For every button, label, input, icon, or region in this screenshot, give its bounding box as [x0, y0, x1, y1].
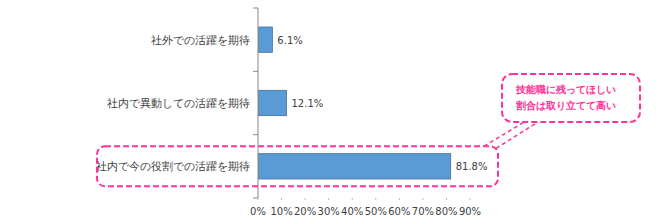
tick-label: 90%	[459, 206, 481, 217]
tick-label: 80%	[435, 206, 457, 217]
bar	[258, 90, 287, 115]
category-tick	[253, 71, 258, 72]
tick-mark	[258, 198, 259, 200]
tick-label: 10%	[270, 206, 292, 217]
category-tick	[253, 198, 258, 199]
highlight-box	[97, 146, 498, 186]
chart: 0% 10%20%30%40%50%60%70%80%90% 社外での活躍を期待 6.…	[0, 0, 670, 224]
tick-mark	[422, 198, 423, 200]
data-label: 12.1%	[292, 98, 324, 109]
category-label: 社内で異動しての活躍を期待	[107, 97, 250, 110]
annotation-text: 割合は取り立てて高い	[515, 100, 616, 111]
category-tick	[253, 8, 258, 9]
tick-label: 0%	[250, 206, 266, 217]
tick-mark	[470, 198, 471, 200]
category-label: 社内で今の役割での活躍を期待	[96, 160, 250, 173]
tick-mark	[281, 198, 282, 200]
callout-pointer	[484, 122, 538, 148]
tick-label: 70%	[412, 206, 434, 217]
value-axis	[258, 198, 470, 199]
data-label: 81.8%	[456, 161, 488, 172]
tick-label: 40%	[341, 206, 363, 217]
bar	[258, 154, 451, 179]
annotation-box	[502, 74, 640, 122]
category-tick	[253, 134, 258, 135]
tick-mark	[375, 198, 376, 200]
category-axis	[258, 8, 259, 198]
tick-label: 30%	[318, 206, 340, 217]
tick-mark	[399, 198, 400, 200]
tick-label: 60%	[388, 206, 410, 217]
bars	[258, 27, 451, 179]
data-label: 6.1%	[277, 35, 302, 46]
bar	[258, 27, 272, 52]
tick-mark	[305, 198, 306, 200]
tick-mark	[446, 198, 447, 200]
category-label: 社外での活躍を期待	[151, 34, 250, 47]
tick-label: 20%	[294, 206, 316, 217]
tick-mark	[352, 198, 353, 200]
annotation-text: 技能職に残ってほしい	[515, 84, 616, 95]
tick-label: 50%	[365, 206, 387, 217]
tick-mark	[328, 198, 329, 200]
